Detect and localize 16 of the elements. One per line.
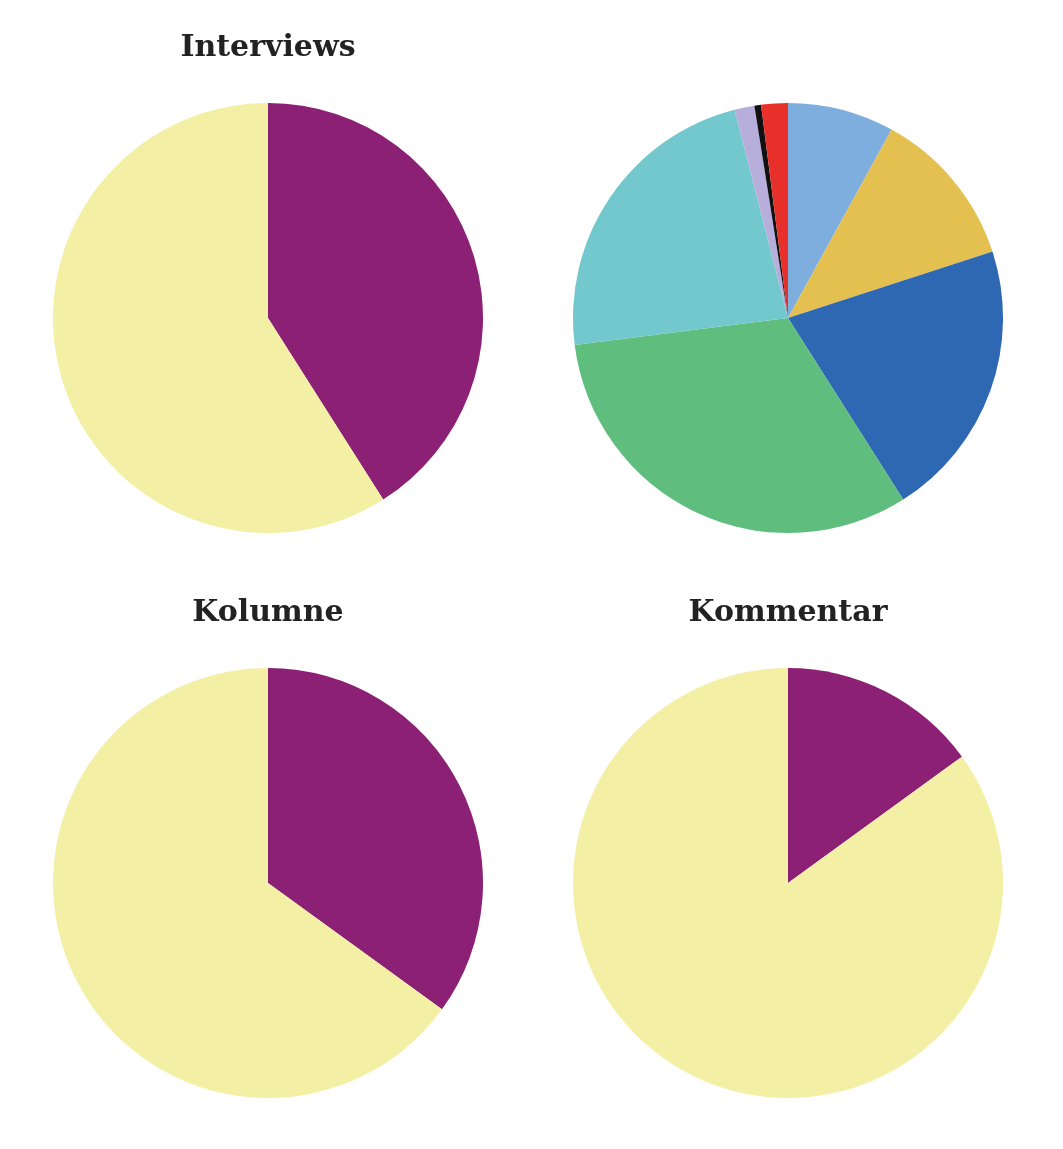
pie-slice: [574, 318, 904, 533]
pie-slice: [788, 103, 892, 318]
pie-slice: [734, 105, 788, 318]
pie-slice: [53, 668, 442, 1098]
pie-slice: [53, 103, 384, 533]
pie-slice: [573, 668, 1003, 1098]
pie-slice: [788, 251, 1003, 500]
pie-slice: [268, 668, 483, 1010]
pie-slice: [268, 103, 483, 500]
pie-slice: [788, 129, 993, 318]
pie-slice: [754, 104, 788, 318]
pie-slice: [573, 109, 788, 345]
chart-title: Kolumne: [192, 593, 344, 628]
pie-slice: [788, 668, 962, 883]
chart-title: Kommentar: [688, 593, 889, 628]
chart-title: Interviews: [180, 28, 356, 63]
